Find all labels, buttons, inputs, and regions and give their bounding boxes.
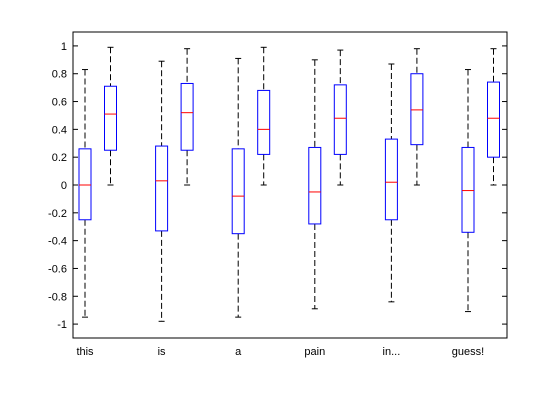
x-tick-label: this xyxy=(76,346,94,358)
box-group xyxy=(180,48,194,186)
box-group xyxy=(231,57,245,318)
axes-frame xyxy=(72,31,508,339)
iqr-box xyxy=(461,146,475,233)
iqr-box xyxy=(257,89,271,155)
iqr-box xyxy=(333,84,347,155)
plot-layer xyxy=(78,46,500,322)
iqr-box xyxy=(104,85,117,151)
iqr-box xyxy=(231,148,245,235)
iqr-box xyxy=(180,82,194,151)
box-group xyxy=(384,63,398,303)
y-axis: -1 -0.8 -0.6 -0.4 -0.2 0 0.2 0.4 0.6 0.8 1 xyxy=(48,41,507,331)
y-tick-label: -0.6 xyxy=(48,263,67,275)
y-tick-label: 0.8 xyxy=(52,69,67,81)
y-tick-label: 0.2 xyxy=(52,152,67,164)
x-tick-label: pain xyxy=(304,346,325,358)
x-tick-label: is xyxy=(158,346,166,358)
iqr-box xyxy=(308,146,322,225)
y-tick-label: -0.2 xyxy=(48,208,67,220)
box-group xyxy=(410,48,424,186)
iqr-box xyxy=(155,145,169,232)
box-group xyxy=(104,46,117,186)
iqr-box xyxy=(410,73,424,146)
box-group xyxy=(487,48,500,186)
iqr-box xyxy=(384,138,398,221)
x-tick-label: a xyxy=(235,346,242,358)
x-tick-label: guess! xyxy=(452,346,484,358)
y-tick-label: 0 xyxy=(61,180,67,192)
box-group xyxy=(308,59,322,310)
box-group xyxy=(78,69,92,318)
y-tick-label: -1 xyxy=(57,319,67,331)
y-tick-label: -0.8 xyxy=(48,291,67,303)
box-group xyxy=(461,69,475,313)
x-axis: this is a pain in... guess! xyxy=(76,346,484,358)
box-group xyxy=(155,60,169,322)
x-tick-label: in... xyxy=(383,346,401,358)
box-group xyxy=(333,49,347,186)
box-group xyxy=(257,46,271,186)
y-tick-label: 0.6 xyxy=(52,97,67,109)
y-tick-label: -0.4 xyxy=(48,236,67,248)
iqr-box xyxy=(78,148,92,221)
y-tick-label: 0.4 xyxy=(52,124,67,136)
iqr-box xyxy=(487,81,500,158)
y-tick-label: 1 xyxy=(61,41,67,53)
